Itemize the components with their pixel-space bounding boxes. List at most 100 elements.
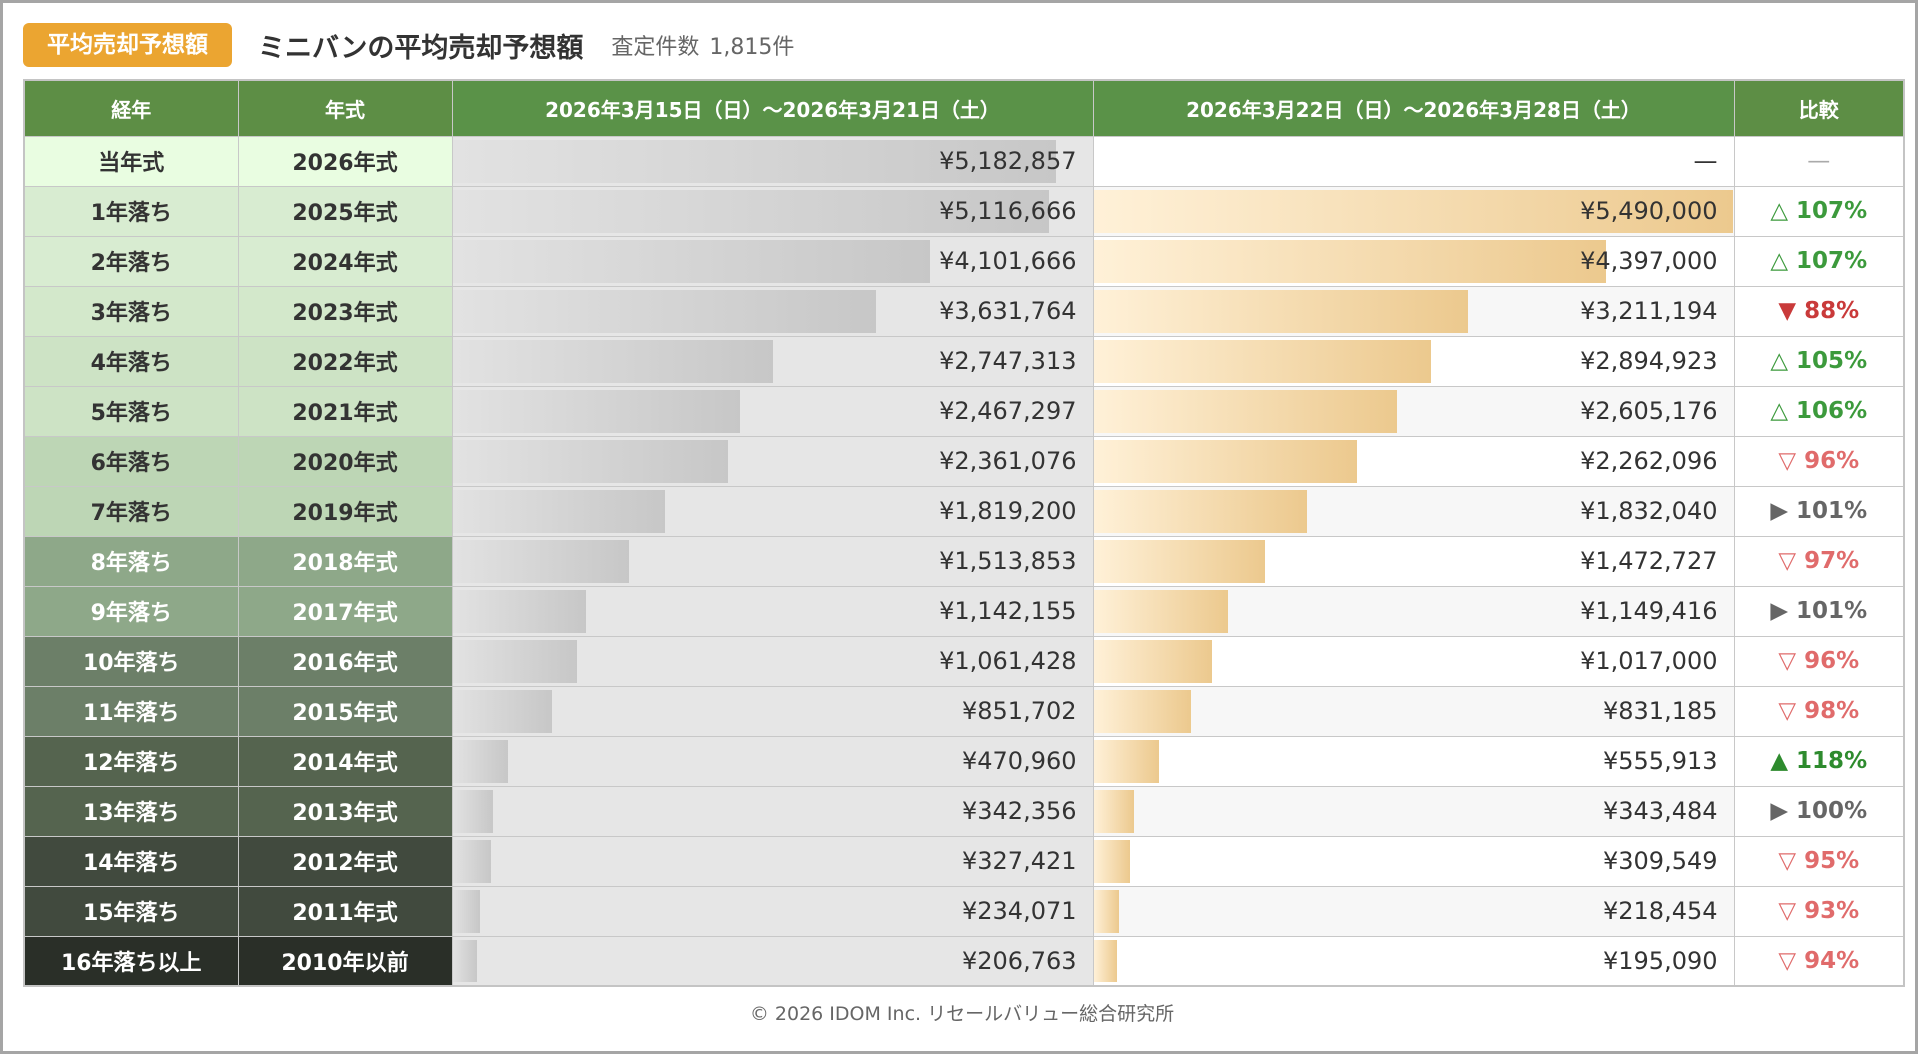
table-row: 1年落ち 2025年式 ¥5,116,666 ¥5,490,000 △ 107% [23, 185, 1905, 237]
header: 平均売却予想額 ミニバンの平均売却予想額 査定件数 1,815件 [23, 23, 794, 67]
period2-bar [1094, 539, 1265, 583]
compare-cell: ▲ 118% [1733, 735, 1905, 787]
period1-value-label: ¥2,747,313 [939, 347, 1077, 375]
table-row: 3年落ち 2023年式 ¥3,631,764 ¥3,211,194 ▼ 88% [23, 285, 1905, 337]
period2-cell: ¥2,605,176 [1092, 385, 1735, 437]
period2-bar [1094, 439, 1357, 483]
age-cell: 5年落ち [23, 385, 239, 437]
compare-cell: ▽ 93% [1733, 885, 1905, 937]
age-cell: 16年落ち以上 [23, 935, 239, 987]
period1-bar [453, 389, 740, 433]
period1-cell: ¥851,702 [451, 685, 1094, 737]
period2-bar [1094, 589, 1228, 633]
period1-bar [453, 589, 586, 633]
period2-bar [1094, 839, 1130, 883]
period1-value-label: ¥4,101,666 [939, 247, 1077, 275]
period2-bar [1094, 939, 1117, 982]
period1-bar [453, 439, 728, 483]
period2-value-label: ¥343,484 [1602, 797, 1718, 825]
period1-cell: ¥1,513,853 [451, 535, 1094, 587]
year-cell: 2018年式 [237, 535, 453, 587]
period1-cell: ¥5,182,857 [451, 135, 1094, 187]
table-row: 11年落ち 2015年式 ¥851,702 ¥831,185 ▽ 98% [23, 685, 1905, 737]
period1-value-label: ¥1,142,155 [939, 597, 1077, 625]
period1-bar [453, 539, 629, 583]
period1-cell: ¥3,631,764 [451, 285, 1094, 337]
period2-cell: ¥831,185 [1092, 685, 1735, 737]
period2-value-label: ¥2,894,923 [1580, 347, 1718, 375]
age-cell: 3年落ち [23, 285, 239, 337]
age-cell: 12年落ち [23, 735, 239, 787]
age-cell: 6年落ち [23, 435, 239, 487]
period2-value-label: ¥555,913 [1602, 747, 1718, 775]
period1-bar [453, 689, 552, 733]
period1-bar [453, 289, 876, 333]
period1-cell: ¥327,421 [451, 835, 1094, 887]
count-value: 1,815件 [709, 35, 795, 60]
period1-cell: ¥5,116,666 [451, 185, 1094, 237]
age-cell: 9年落ち [23, 585, 239, 637]
period2-bar [1094, 489, 1307, 533]
table-body: 当年式 2026年式 ¥5,182,857 — — 1年落ち 2025年式 ¥5,116,66… [23, 135, 1905, 987]
compare-cell: ▽ 95% [1733, 835, 1905, 887]
year-cell: 2015年式 [237, 685, 453, 737]
period1-bar [453, 889, 480, 933]
period2-cell: — [1092, 135, 1735, 187]
period1-cell: ¥234,071 [451, 885, 1094, 937]
period1-bar [453, 789, 493, 833]
compare-cell: ▶ 101% [1733, 585, 1905, 637]
period1-value-label: ¥1,819,200 [939, 497, 1077, 525]
period2-cell: ¥3,211,194 [1092, 285, 1735, 337]
period2-cell: ¥1,472,727 [1092, 535, 1735, 587]
period2-cell: ¥1,832,040 [1092, 485, 1735, 537]
compare-cell: △ 105% [1733, 335, 1905, 387]
age-cell: 10年落ち [23, 635, 239, 687]
table-row: 9年落ち 2017年式 ¥1,142,155 ¥1,149,416 ▶ 101% [23, 585, 1905, 637]
period1-bar [453, 239, 930, 283]
period2-cell: ¥2,262,096 [1092, 435, 1735, 487]
age-cell: 8年落ち [23, 535, 239, 587]
period2-bar [1094, 239, 1606, 283]
period2-value-label: ¥4,397,000 [1580, 247, 1718, 275]
period2-cell: ¥5,490,000 [1092, 185, 1735, 237]
compare-cell: — [1733, 135, 1905, 187]
period1-bar [453, 139, 1056, 183]
period2-bar [1094, 789, 1134, 833]
period2-cell: ¥2,894,923 [1092, 335, 1735, 387]
period1-cell: ¥1,819,200 [451, 485, 1094, 537]
column-header-period1: 2026年3月15日（日）〜2026年3月21日（土） [451, 79, 1094, 137]
count-label: 査定件数 [611, 35, 700, 60]
period2-value-label: ¥3,211,194 [1580, 297, 1718, 325]
period1-bar [453, 489, 665, 533]
resale-table: 経年 年式 2026年3月15日（日）〜2026年3月21日（土） 2026年3… [23, 79, 1905, 987]
table-row: 14年落ち 2012年式 ¥327,421 ¥309,549 ▽ 95% [23, 835, 1905, 887]
compare-cell: ▶ 101% [1733, 485, 1905, 537]
compare-cell: △ 107% [1733, 185, 1905, 237]
table-row: 8年落ち 2018年式 ¥1,513,853 ¥1,472,727 ▽ 97% [23, 535, 1905, 587]
year-cell: 2025年式 [237, 185, 453, 237]
period2-value-label: ¥1,832,040 [1580, 497, 1718, 525]
period1-bar [453, 839, 491, 883]
column-header-period2: 2026年3月22日（日）〜2026年3月28日（土） [1092, 79, 1735, 137]
period2-bar [1094, 389, 1397, 433]
period1-cell: ¥2,361,076 [451, 435, 1094, 487]
compare-cell: ▶ 100% [1733, 785, 1905, 837]
year-cell: 2017年式 [237, 585, 453, 637]
period2-bar [1094, 639, 1212, 683]
period1-value-label: ¥206,763 [961, 946, 1077, 975]
period2-bar [1094, 889, 1119, 933]
period1-bar [453, 739, 508, 783]
year-cell: 2023年式 [237, 285, 453, 337]
period2-value-label: ¥5,490,000 [1580, 197, 1718, 225]
year-cell: 2026年式 [237, 135, 453, 187]
period2-cell: ¥1,149,416 [1092, 585, 1735, 637]
table-header-row: 経年 年式 2026年3月15日（日）〜2026年3月21日（土） 2026年3… [23, 79, 1905, 137]
compare-cell: ▽ 96% [1733, 435, 1905, 487]
period1-value-label: ¥851,702 [961, 697, 1077, 725]
page-title: ミニバンの平均売却予想額 [258, 32, 584, 64]
compare-cell: ▽ 96% [1733, 635, 1905, 687]
period2-value-label: ¥195,090 [1602, 946, 1718, 975]
period1-value-label: ¥5,182,857 [939, 147, 1077, 175]
age-cell: 4年落ち [23, 335, 239, 387]
